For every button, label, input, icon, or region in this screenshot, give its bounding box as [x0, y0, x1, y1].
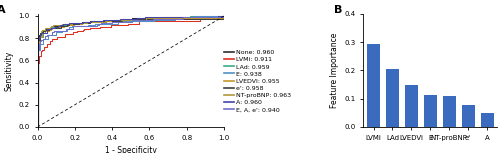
X-axis label: 1 - Specificity: 1 - Specificity: [105, 146, 157, 153]
Bar: [443, 96, 456, 127]
Bar: [405, 84, 418, 127]
Text: A: A: [0, 5, 5, 15]
Bar: [386, 69, 399, 127]
Bar: [367, 44, 380, 127]
Bar: [424, 95, 436, 127]
Bar: [480, 113, 494, 127]
Bar: [462, 105, 474, 127]
Y-axis label: Feature Importance: Feature Importance: [330, 33, 338, 108]
Legend: None: 0.960, LVMi: 0.911, LAd: 0.959, E: 0.938, LVEDVI: 0.955, e': 0.958, NT-pro: None: 0.960, LVMi: 0.911, LAd: 0.959, E:…: [221, 47, 294, 115]
Text: B: B: [334, 5, 342, 15]
Y-axis label: Sensitivity: Sensitivity: [4, 50, 13, 91]
